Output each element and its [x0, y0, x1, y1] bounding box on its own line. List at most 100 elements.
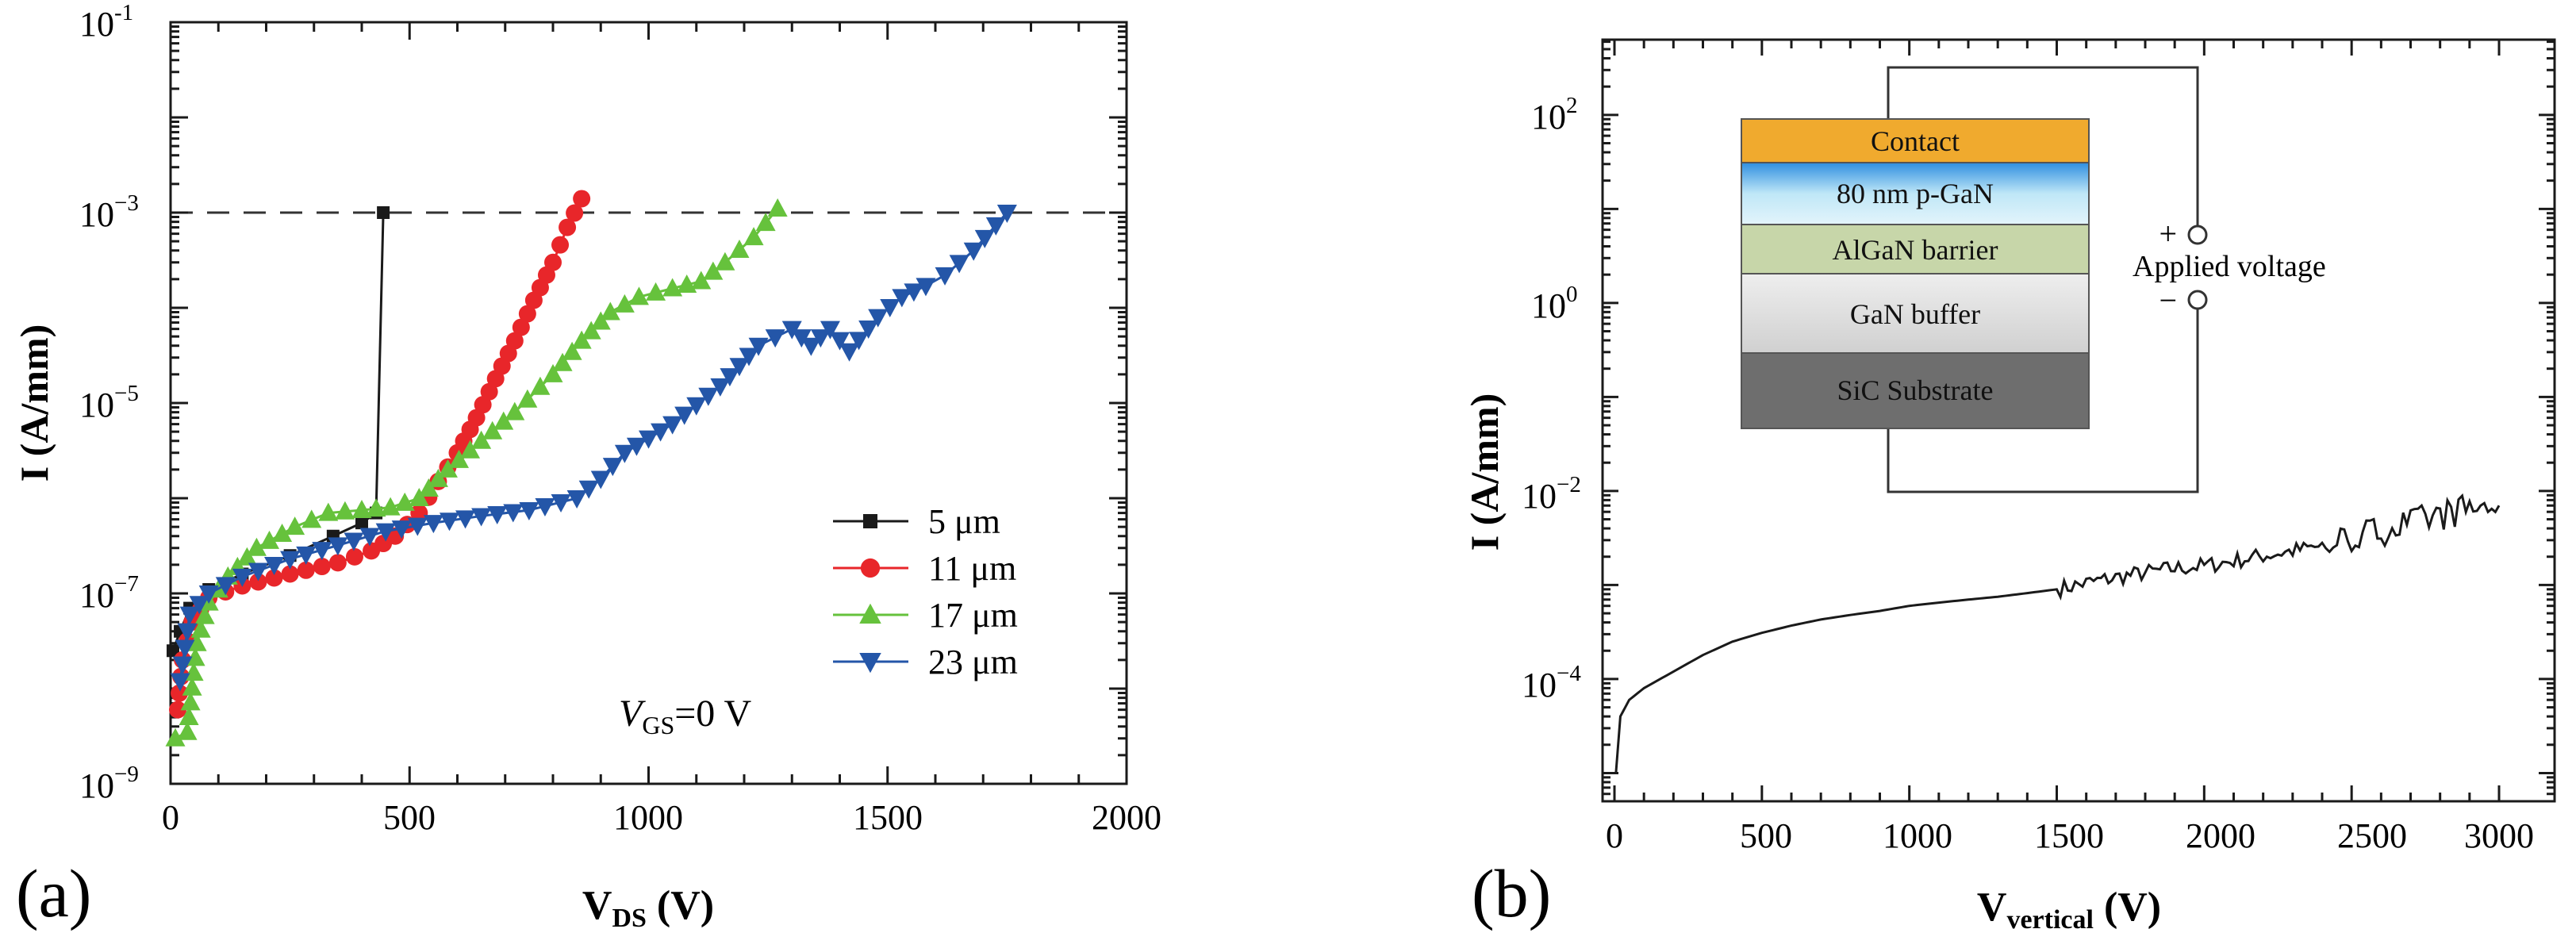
legend-item: 11 μm: [833, 549, 1016, 588]
legend-label: 11 μm: [928, 549, 1016, 588]
x-tick-label: 1500: [2034, 816, 2104, 855]
data-point: [437, 459, 458, 478]
data-point: [183, 662, 204, 681]
data-point: [552, 352, 573, 371]
x-tick-label: 500: [1740, 816, 1792, 855]
x-tick-label: 2000: [2186, 816, 2255, 855]
data-point: [165, 727, 186, 747]
data-point: [916, 278, 936, 297]
data-point: [471, 508, 492, 527]
data-point: [351, 499, 372, 518]
data-point: [715, 251, 735, 271]
data-point: [860, 558, 881, 578]
data-point: [551, 236, 570, 254]
data-point: [198, 585, 219, 604]
data-point: [519, 501, 539, 520]
data-point: [487, 505, 508, 524]
data-point: [471, 430, 492, 449]
data-point: [590, 311, 611, 330]
data-point: [391, 520, 412, 539]
data-point: [377, 206, 390, 219]
data-point: [318, 502, 339, 521]
x-tick-label: 1500: [853, 798, 923, 837]
data-point: [248, 562, 268, 582]
data-point: [249, 573, 267, 591]
y-tick-label: 10−7: [79, 571, 139, 615]
data-point: [628, 286, 649, 305]
data-point: [366, 498, 386, 517]
x-tick-labels-a: 0 500 1000 1500 2000: [162, 798, 1161, 837]
data-point: [729, 239, 750, 258]
data-point: [614, 444, 635, 463]
series-triangle-down: [170, 205, 1017, 692]
data-point: [544, 253, 562, 271]
data-point: [474, 396, 492, 414]
data-point: [272, 523, 293, 542]
data-point: [182, 677, 202, 696]
data-point: [985, 217, 1006, 236]
data-point: [264, 557, 285, 576]
chart-b: (b) 102 100 10−2 10−4 0 500 1000 1500 20…: [1462, 38, 2556, 935]
legend-item: 5 μm: [833, 502, 1000, 541]
data-point: [739, 347, 759, 367]
data-point: [177, 721, 198, 740]
data-point: [963, 242, 984, 261]
layer-label: 80 nm p-GaN: [1837, 178, 1994, 209]
data-point: [169, 701, 187, 719]
data-point: [313, 558, 331, 576]
data-point: [359, 528, 380, 547]
data-point: [566, 204, 584, 222]
y-tick-label: 102: [1531, 93, 1578, 136]
data-point: [720, 368, 740, 387]
x-tick-label: 1000: [1883, 816, 1952, 855]
data-point: [566, 490, 587, 509]
data-point: [449, 449, 470, 468]
data-point: [703, 261, 724, 280]
data-point: [493, 411, 514, 430]
data-point: [232, 568, 252, 587]
data-point: [974, 229, 995, 248]
layer-gan-buffer: [1741, 273, 2090, 354]
data-point: [185, 647, 205, 666]
data-point: [863, 514, 877, 528]
x-axis-label-b: Vvertical (V): [1977, 885, 2161, 935]
data-point: [662, 416, 683, 435]
data-point: [170, 673, 190, 692]
data-point: [518, 305, 536, 323]
data-point: [639, 430, 658, 449]
data-point: [179, 707, 199, 726]
data-point: [179, 606, 200, 625]
series-circle: [169, 190, 591, 719]
data-point: [171, 684, 189, 702]
data-point: [662, 278, 683, 297]
data-point: [259, 530, 280, 549]
series-line: [179, 212, 1008, 681]
data-point: [839, 343, 860, 362]
data-point: [344, 532, 364, 551]
x-tick-label: 1000: [613, 798, 683, 837]
data-point: [935, 267, 955, 286]
data-point: [285, 516, 305, 536]
data-point: [551, 493, 571, 512]
terminal-minus-label: −: [2159, 282, 2177, 318]
panel-label-b: (b): [1472, 855, 1551, 931]
y-tick-label: 10−5: [79, 381, 139, 424]
data-point: [423, 515, 443, 534]
series-triangle-up: [165, 198, 788, 747]
legend-label: 23 μm: [928, 643, 1018, 681]
data-point: [177, 623, 198, 642]
data-point: [646, 282, 666, 301]
data-point: [535, 497, 555, 516]
data-point: [175, 639, 195, 658]
data-point: [503, 504, 524, 523]
layer-contact: [1741, 118, 2090, 163]
data-point: [543, 363, 563, 382]
x-tick-label: 0: [1606, 816, 1623, 855]
data-point: [505, 332, 524, 350]
layer-label: AlGaN barrier: [1833, 234, 1998, 266]
inset-layer-stack: + − Applied voltage Contact 80 nm p-GaN …: [1741, 66, 2326, 493]
data-point: [904, 283, 924, 302]
data-point: [581, 321, 601, 340]
data-point: [996, 205, 1017, 223]
data-point: [880, 298, 900, 317]
